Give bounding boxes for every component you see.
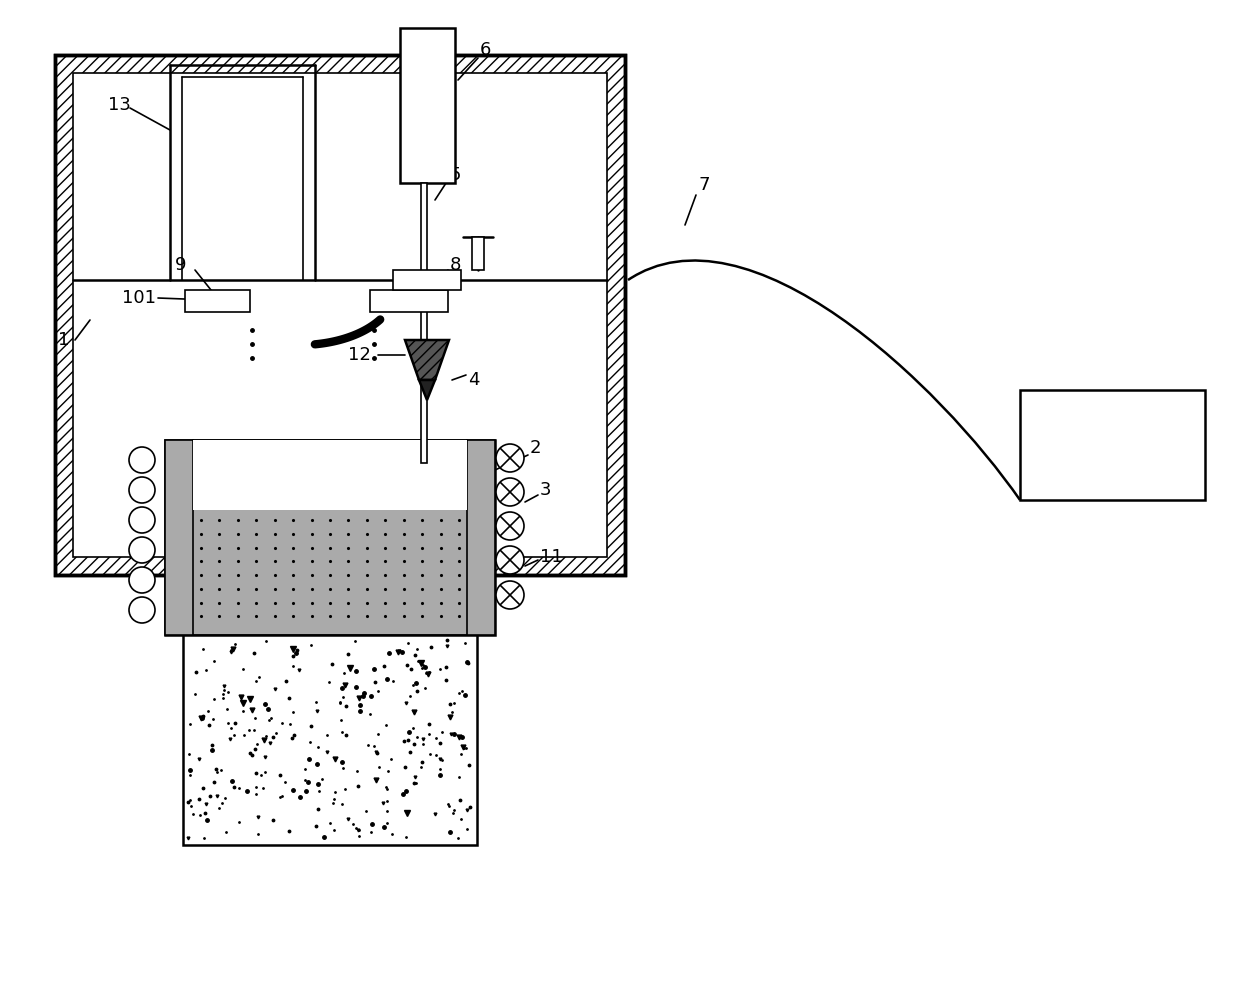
Circle shape: [496, 581, 525, 609]
Bar: [193, 440, 467, 510]
Text: 2: 2: [529, 439, 542, 457]
Bar: [467, 440, 495, 635]
Circle shape: [129, 477, 155, 503]
Bar: [1021, 390, 1205, 500]
Text: 13: 13: [108, 96, 131, 114]
Bar: [55, 55, 625, 575]
Text: 5: 5: [450, 166, 461, 184]
Text: 9: 9: [175, 256, 186, 274]
Polygon shape: [419, 380, 435, 400]
Circle shape: [496, 512, 525, 540]
Bar: [73, 73, 608, 557]
Text: 7: 7: [698, 176, 709, 194]
Text: 101: 101: [122, 289, 156, 307]
Bar: [184, 635, 477, 845]
Circle shape: [496, 444, 525, 472]
Bar: [393, 270, 461, 290]
Circle shape: [129, 507, 155, 533]
Text: 10: 10: [1075, 436, 1099, 454]
Circle shape: [496, 478, 525, 506]
Bar: [185, 290, 250, 312]
Text: 1: 1: [58, 331, 69, 349]
Circle shape: [129, 447, 155, 473]
Text: 12: 12: [348, 346, 371, 364]
Text: 8: 8: [450, 256, 461, 274]
Bar: [370, 290, 448, 312]
Text: 4: 4: [467, 371, 480, 389]
Text: 6: 6: [480, 41, 491, 59]
Circle shape: [129, 597, 155, 623]
Bar: [55, 55, 625, 575]
Text: 11: 11: [539, 548, 563, 566]
Circle shape: [496, 546, 525, 574]
Circle shape: [129, 567, 155, 593]
Polygon shape: [405, 340, 449, 380]
Circle shape: [129, 537, 155, 563]
Bar: [422, 183, 427, 463]
Bar: [165, 440, 495, 635]
Bar: [73, 73, 608, 557]
Bar: [401, 28, 455, 183]
Bar: [472, 237, 484, 270]
Bar: [165, 440, 193, 635]
Text: 3: 3: [539, 481, 552, 499]
